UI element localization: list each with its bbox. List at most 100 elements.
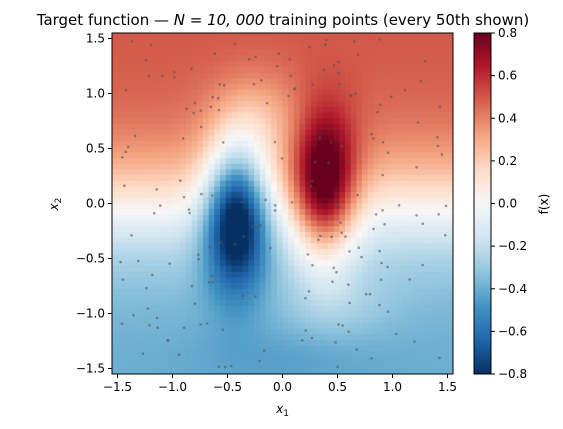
heatmap-cell [248, 283, 255, 290]
heatmap-cell [140, 305, 147, 312]
heatmap-cell [288, 334, 295, 341]
heatmap-cell [367, 67, 374, 74]
heatmap-cell [157, 243, 164, 250]
heatmap-cell [265, 248, 272, 255]
heatmap-cell [435, 345, 442, 352]
heatmap-cell [413, 118, 420, 125]
heatmap-cell [163, 163, 170, 170]
heatmap-cell [356, 243, 363, 250]
heatmap-cell [185, 152, 192, 159]
heatmap-cell [180, 152, 187, 159]
heatmap-cell [401, 169, 408, 176]
heatmap-cell [219, 129, 227, 136]
heatmap-cell [367, 226, 374, 233]
heatmap-cell [418, 197, 425, 204]
heatmap-cell [356, 305, 363, 312]
heatmap-cell [282, 203, 289, 210]
heatmap-cell [333, 55, 340, 62]
heatmap-cell [350, 129, 357, 136]
heatmap-cell [435, 368, 442, 375]
heatmap-cell [180, 362, 187, 369]
heatmap-cell [140, 55, 147, 62]
heatmap-cell [254, 158, 261, 165]
scatter-point [182, 195, 186, 199]
heatmap-cell [384, 101, 391, 108]
heatmap-cell [362, 44, 369, 51]
heatmap-cell [339, 72, 346, 79]
heatmap-cell [345, 283, 352, 290]
heatmap-cell [140, 243, 147, 250]
heatmap-cell [401, 101, 408, 108]
heatmap-cell [293, 260, 300, 267]
heatmap-cell [202, 271, 209, 278]
heatmap-cell [265, 214, 272, 221]
heatmap-cell [271, 266, 278, 273]
x-tick-label: 0.5 [328, 380, 347, 394]
heatmap-cell [282, 277, 289, 284]
heatmap-cell [299, 84, 306, 91]
heatmap-cell [413, 288, 420, 295]
heatmap-cell [219, 135, 227, 142]
heatmap-cell [157, 288, 164, 295]
heatmap-cell [413, 305, 420, 312]
heatmap-cell [129, 197, 136, 204]
heatmap-cell [202, 44, 209, 51]
heatmap-cell [373, 345, 380, 352]
heatmap-cell [208, 294, 215, 301]
heatmap-cell [271, 226, 278, 233]
heatmap-cell [276, 283, 283, 290]
heatmap-cell [282, 192, 289, 199]
heatmap-cell [424, 300, 431, 307]
heatmap-cell [214, 266, 221, 273]
heatmap-cell [379, 146, 386, 153]
heatmap-cell [384, 305, 391, 312]
heatmap-cell [384, 334, 391, 341]
heatmap-cell [310, 163, 317, 170]
heatmap-cell [345, 152, 352, 159]
heatmap-cell [259, 271, 266, 278]
heatmap-cell [356, 220, 363, 227]
heatmap-cell [373, 362, 380, 369]
heatmap-cell [407, 322, 414, 329]
scatter-point [213, 52, 217, 55]
heatmap-cell [356, 67, 363, 74]
heatmap-cell [231, 237, 238, 244]
heatmap-cell [327, 266, 334, 273]
heatmap-cell [129, 61, 136, 68]
heatmap-cell [259, 305, 266, 312]
heatmap-cell [134, 362, 141, 369]
heatmap-cell [384, 78, 391, 85]
heatmap-cell [407, 266, 414, 273]
heatmap-cell [168, 237, 175, 244]
heatmap-cell [140, 180, 147, 187]
heatmap-cell [242, 283, 249, 290]
heatmap-cell [345, 197, 352, 204]
heatmap-cell [418, 50, 425, 57]
heatmap-cell [447, 140, 454, 148]
heatmap-cell [140, 226, 147, 233]
heatmap-cell [407, 55, 414, 62]
heatmap-cell [112, 231, 119, 238]
heatmap-cell [362, 260, 369, 267]
heatmap-cell [112, 322, 119, 329]
heatmap-cell [373, 226, 380, 233]
heatmap-cell [254, 106, 261, 113]
heatmap-cell [151, 271, 158, 278]
heatmap-cell [310, 209, 317, 216]
heatmap-cell [123, 328, 130, 335]
heatmap-cell [214, 339, 221, 346]
heatmap-cell [112, 140, 119, 148]
heatmap-cell [435, 106, 442, 113]
heatmap-cell [350, 220, 357, 227]
heatmap-cell [151, 50, 158, 57]
heatmap-cell [305, 266, 312, 273]
heatmap-cell [441, 50, 448, 57]
heatmap-cell [413, 322, 420, 329]
heatmap-cell [157, 248, 164, 255]
heatmap-cell [117, 44, 124, 51]
heatmap-cell [327, 33, 334, 40]
heatmap-cell [441, 237, 448, 244]
scatter-point [200, 192, 203, 196]
heatmap-cell [242, 163, 249, 170]
heatmap-cell [219, 180, 227, 187]
